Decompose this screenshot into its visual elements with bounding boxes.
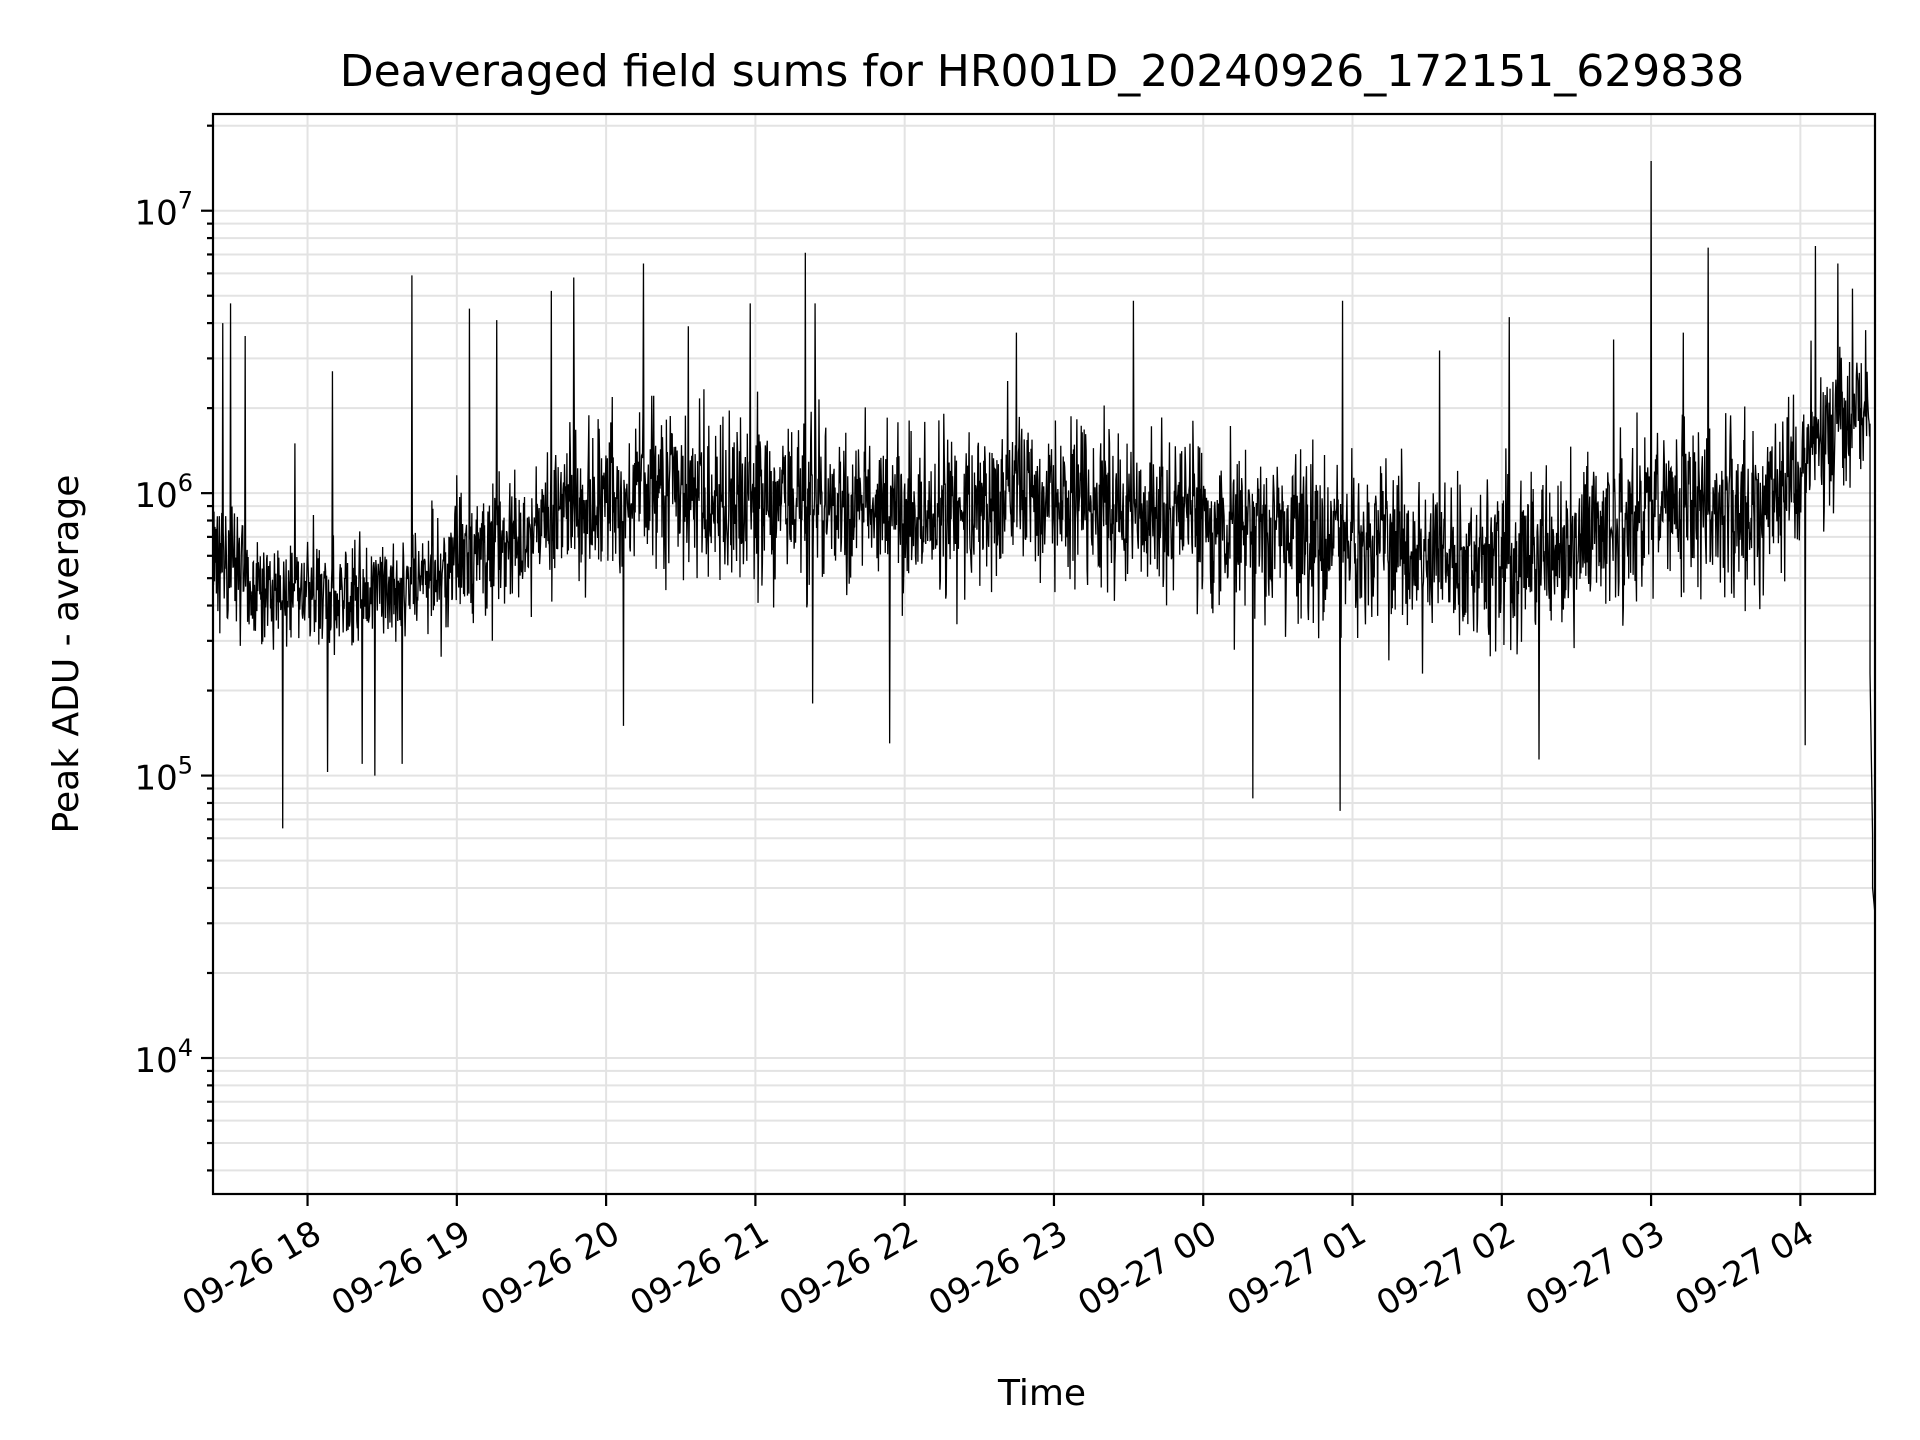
x-tick-label: 09-26 21 [623, 1213, 775, 1324]
chart-title: Deaveraged field sums for HR001D_2024092… [340, 46, 1744, 97]
x-tick-label: 09-26 19 [325, 1213, 477, 1324]
y-tick-label: 105 [134, 752, 193, 799]
x-tick-label: 09-27 01 [1221, 1213, 1373, 1324]
x-tick-label: 09-27 00 [1071, 1213, 1223, 1324]
plot-area [212, 160, 1876, 1149]
y-tick-label: 107 [134, 187, 193, 234]
grid [213, 114, 1875, 1194]
x-axis-label: Time [997, 1373, 1086, 1414]
x-tick-label: 09-26 18 [176, 1213, 328, 1324]
x-tick-label: 09-26 23 [922, 1213, 1074, 1324]
x-tick-label: 09-26 22 [773, 1213, 925, 1324]
x-tick-label: 09-26 20 [474, 1213, 626, 1324]
axes-frame [211, 112, 1877, 1196]
series-line [212, 160, 1876, 1149]
x-tick-label: 09-27 03 [1519, 1213, 1671, 1324]
y-tick-label: 106 [134, 469, 193, 516]
y-tick-label: 104 [134, 1034, 193, 1081]
y-axis-label: Peak ADU - average [46, 475, 87, 834]
x-tick-label: 09-27 04 [1668, 1213, 1820, 1324]
x-tick-label: 09-27 02 [1370, 1213, 1522, 1324]
